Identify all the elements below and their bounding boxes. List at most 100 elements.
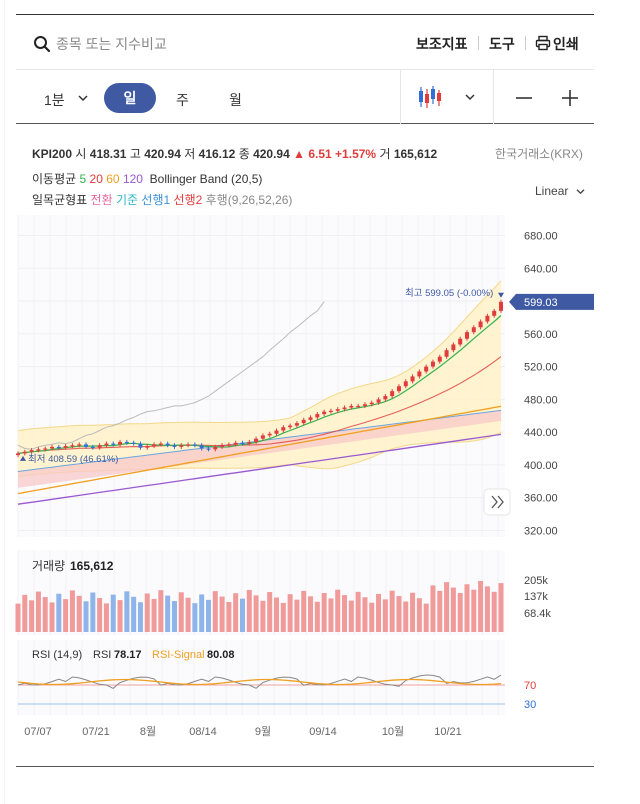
x-tick-label: 8월 <box>140 725 156 738</box>
volume-bar <box>151 598 157 632</box>
x-tick-label: 07/21 <box>82 726 110 738</box>
volume-bar <box>29 600 35 632</box>
candle <box>267 433 272 436</box>
ichimoku-lagging-label: 후행(9,26,52,26) <box>205 193 293 207</box>
volume-bar <box>69 590 75 632</box>
candle <box>213 446 218 450</box>
period-week[interactable]: 주 <box>176 92 189 108</box>
toolbar-divider <box>525 36 526 50</box>
candle <box>124 441 129 444</box>
volume-bar <box>437 590 443 632</box>
volume-bar <box>308 596 314 632</box>
volume-bar <box>178 592 184 632</box>
bollinger-label: Bollinger Band (20,5) <box>149 172 263 186</box>
printer-icon[interactable] <box>535 35 551 51</box>
candle <box>90 446 95 449</box>
candle <box>16 453 20 456</box>
volume-bar <box>15 603 21 632</box>
volume-bar <box>416 598 422 632</box>
period-day[interactable]: 일 <box>104 83 156 113</box>
ichimoku-cloud <box>18 410 501 488</box>
ichimoku-span2-label: 선행2 <box>173 193 203 207</box>
candle <box>165 443 170 446</box>
y-tick-label: 30 <box>524 699 536 711</box>
bottom-border <box>16 766 594 767</box>
y-tick-label: 70 <box>524 680 536 692</box>
candle <box>186 444 191 446</box>
ma5-label: 5 <box>79 172 87 186</box>
y-tick-label: 520.00 <box>524 362 558 374</box>
volume-bar <box>22 594 28 632</box>
volume-bar <box>63 599 69 632</box>
zoom-out-icon[interactable] <box>514 88 534 108</box>
indicator-button[interactable]: 보조지표 <box>416 36 468 52</box>
volume-latest: 165,612 <box>70 559 114 573</box>
candle <box>485 315 490 322</box>
volume-bar <box>35 591 41 632</box>
search-icon[interactable] <box>33 35 51 53</box>
volume-bar <box>314 601 320 632</box>
ma120-line <box>17 433 502 505</box>
volume-bar <box>83 601 89 632</box>
volume-bar <box>471 589 477 632</box>
ichimoku-legend[interactable]: 일목균형표 전환 기준 선행1 선행2 후행(9,26,52,26) <box>32 191 292 208</box>
scale-selector[interactable]: Linear <box>535 184 585 198</box>
volume-title: 거래량 <box>32 559 65 573</box>
ichimoku-lagging-line <box>17 301 325 450</box>
open-label: 시 <box>75 147 87 161</box>
volume-label: 거 <box>379 147 391 161</box>
x-tick-label: 07/07 <box>24 726 52 738</box>
candle <box>356 405 361 408</box>
candle <box>118 441 123 445</box>
candle <box>172 445 177 447</box>
volume-bar <box>110 594 116 632</box>
candle <box>294 423 299 426</box>
ma20-label: 20 <box>89 172 103 186</box>
low-label: 저 <box>184 147 196 161</box>
volume-bar <box>484 586 490 632</box>
volume-bar <box>403 601 409 632</box>
ichimoku-base-label: 기준 <box>115 193 139 207</box>
candle <box>226 444 231 446</box>
chevron-down-icon[interactable] <box>78 94 88 102</box>
ma20-line <box>17 356 502 454</box>
candle <box>315 414 320 418</box>
candlestick-chart-icon[interactable] <box>418 84 442 110</box>
ma-legend[interactable]: 이동평균 5 20 60 120 Bollinger Band (20,5) <box>32 170 262 187</box>
zoom-in-icon[interactable] <box>560 88 580 108</box>
volume-bar <box>355 591 361 632</box>
volume-bar <box>389 590 395 632</box>
volume-bar <box>49 602 55 632</box>
tools-button[interactable]: 도구 <box>489 36 515 52</box>
period-minute[interactable]: 1분 <box>44 92 65 108</box>
candle <box>322 411 327 415</box>
volume-bar <box>491 591 497 632</box>
x-tick-label: 09/14 <box>309 726 337 738</box>
candle <box>410 376 415 382</box>
search-input[interactable]: 종목 또는 지수비교 <box>56 36 167 52</box>
candle <box>274 430 279 434</box>
price-chart[interactable]: 680.00640.00600.00560.00520.00480.00440.… <box>0 215 600 537</box>
volume-bar <box>267 592 273 632</box>
volume-bar <box>233 593 239 632</box>
candle <box>308 417 313 420</box>
y-tick-label: 68.4k <box>524 608 551 620</box>
rsi-chart[interactable]: RSI (14,9) RSI 78.17 RSI-Signal 80.08 70 30 <box>0 640 600 715</box>
candle <box>56 446 61 449</box>
volume-bar <box>498 583 504 632</box>
candle <box>111 443 116 445</box>
ma60-line <box>17 405 502 495</box>
candle <box>369 402 374 405</box>
print-button[interactable]: 인쇄 <box>553 36 579 52</box>
y-tick-label: 440.00 <box>524 427 558 439</box>
period-month[interactable]: 월 <box>229 92 242 108</box>
chevron-down-icon[interactable] <box>465 93 475 101</box>
close-label: 종 <box>238 147 250 161</box>
candle <box>145 446 150 448</box>
candle <box>36 449 41 451</box>
volume-bar <box>124 591 130 632</box>
rsi-title: RSI (14,9) <box>32 649 82 661</box>
volume-bar <box>396 596 402 632</box>
volume-chart[interactable]: 거래량 165,612 205k 137k 68.4k <box>0 550 600 635</box>
candle <box>424 366 429 372</box>
